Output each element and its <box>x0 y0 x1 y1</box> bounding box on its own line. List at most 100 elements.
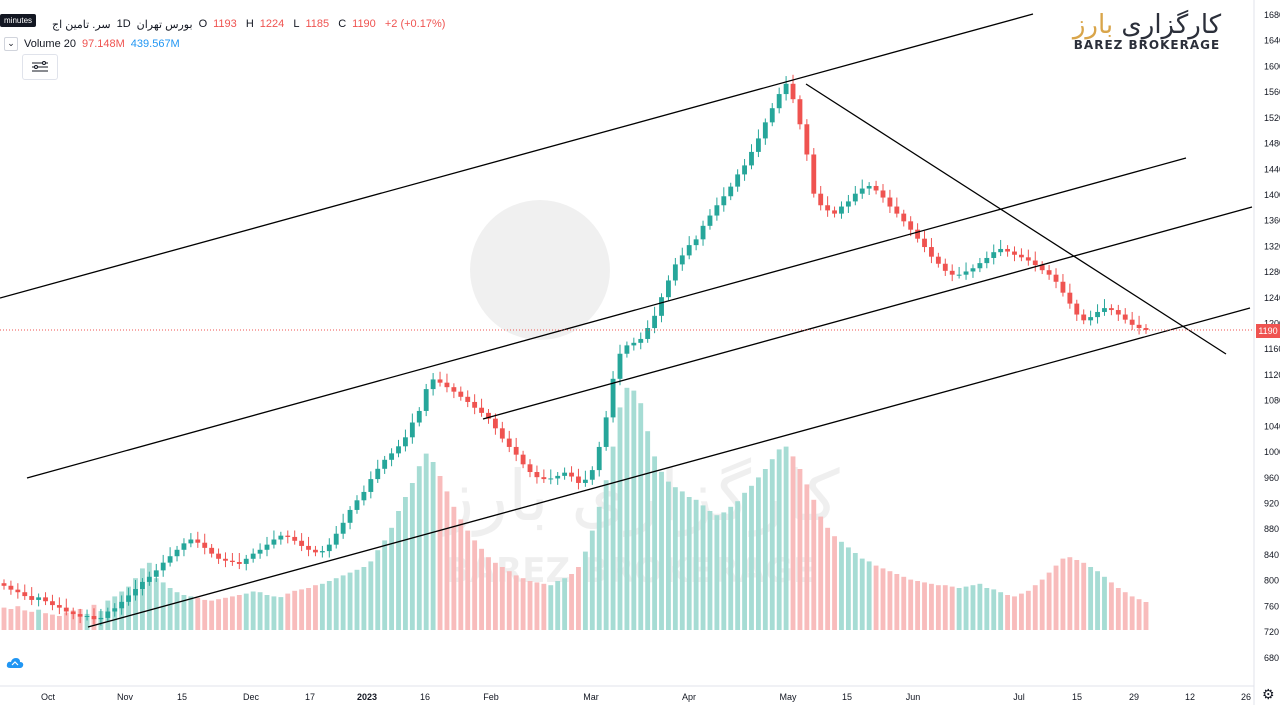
candle-body <box>340 522 346 534</box>
candle-body <box>956 274 962 276</box>
volume-bar <box>257 592 263 630</box>
candle-body <box>991 252 997 258</box>
volume-bar <box>963 586 969 630</box>
volume-bar <box>672 487 678 630</box>
high-value: 1224 <box>259 18 285 30</box>
volume-bar <box>451 506 457 630</box>
candle-body <box>548 478 554 480</box>
timeframe-badge[interactable]: minutes <box>0 14 37 27</box>
symbol-row[interactable]: سر. تامین اج 1D بورس تهران O 1193 H 1224 L… <box>0 14 451 34</box>
volume-bar <box>153 578 159 630</box>
y-tick-label: 1480 <box>1264 139 1280 149</box>
volume-bar <box>555 581 561 630</box>
y-tick-label: 1520 <box>1264 113 1280 123</box>
volume-bar <box>935 585 941 630</box>
candle-body <box>43 597 48 602</box>
x-tick-label: Mar <box>583 692 599 702</box>
volume-bar <box>250 591 256 630</box>
candle-body <box>762 122 768 139</box>
candle-body <box>22 592 28 597</box>
volume-bar <box>63 612 69 630</box>
volume-bar <box>326 581 332 630</box>
candle-body <box>361 491 367 501</box>
volume-bar <box>278 597 284 630</box>
last-price-badge: 1190 <box>1256 324 1280 338</box>
logo-persian-accent: بارز <box>1072 10 1114 40</box>
candle-body <box>721 196 727 206</box>
candle-body <box>70 611 76 615</box>
volume-bar <box>797 469 803 630</box>
trendline <box>805 83 1227 355</box>
candle-body <box>354 500 360 510</box>
candle-body <box>873 185 879 191</box>
volume-bar <box>444 491 450 630</box>
candle-body <box>396 446 401 454</box>
candle-body <box>451 387 457 392</box>
volume-bar <box>679 491 685 630</box>
candle-body <box>1115 310 1121 315</box>
volume-bar <box>306 588 311 630</box>
collapse-caret-icon[interactable]: ⌄ <box>4 37 18 51</box>
volume-bar <box>56 616 62 630</box>
y-tick-label: 1400 <box>1264 190 1280 200</box>
candle-body <box>998 248 1004 253</box>
y-tick-label: 1320 <box>1264 241 1280 251</box>
candle-body <box>126 595 132 602</box>
y-tick-label: 920 <box>1264 499 1279 509</box>
y-tick-label: 720 <box>1264 627 1279 637</box>
candle-body <box>458 391 464 397</box>
candle-body <box>1012 251 1017 255</box>
volume-bar <box>887 571 893 630</box>
volume-bar <box>271 596 277 630</box>
candle-body <box>1095 311 1100 318</box>
y-tick-label: 1680 <box>1264 10 1280 20</box>
volume-bar <box>700 505 706 630</box>
candle-body <box>195 539 201 543</box>
y-tick-label: 1200 <box>1264 319 1280 329</box>
volume-bar <box>409 483 415 630</box>
x-tick-label: Oct <box>41 692 56 702</box>
volume-bar <box>908 579 914 630</box>
candle-body <box>1102 308 1107 312</box>
candle-body <box>243 558 249 564</box>
volume-bar <box>223 597 228 630</box>
volume-bar <box>569 574 574 630</box>
candle-body <box>1129 319 1135 325</box>
volume-bar <box>769 459 775 630</box>
interval[interactable]: 1D <box>116 18 131 30</box>
volume-bar <box>299 589 305 630</box>
volume-bars <box>1 387 1149 630</box>
volume-bar <box>382 540 388 630</box>
candle-body <box>984 257 990 264</box>
volume-bar <box>762 469 768 630</box>
volume-bar <box>84 613 90 630</box>
y-tick-label: 680 <box>1264 653 1279 663</box>
trendline <box>26 157 1187 479</box>
volume-row[interactable]: ⌄ Volume 20 97.148M 439.567M <box>0 34 451 54</box>
y-tick-label: 1600 <box>1264 61 1280 71</box>
candle-body <box>77 614 83 617</box>
candle-body <box>306 545 311 550</box>
settings-sliders-icon <box>32 61 48 72</box>
cloud-icon[interactable] <box>6 656 24 670</box>
candle-body <box>672 264 678 281</box>
candle-body <box>472 401 478 408</box>
candle-body <box>209 547 215 554</box>
indicator-settings-button[interactable] <box>22 54 58 80</box>
candle-body <box>679 255 685 265</box>
candle-body <box>1060 281 1066 293</box>
candle-body <box>389 453 395 460</box>
volume-bar <box>506 571 512 630</box>
volume-bar <box>499 567 505 630</box>
volume-bar <box>486 557 491 630</box>
candle-body <box>250 553 256 559</box>
volume-bar <box>686 497 692 630</box>
candle-body <box>880 190 886 198</box>
x-tick-label: Feb <box>483 692 499 702</box>
y-tick-label: 1560 <box>1264 87 1280 97</box>
volume-bar <box>929 583 934 630</box>
candle-body <box>596 446 602 471</box>
gear-icon[interactable]: ⚙ <box>1262 686 1275 702</box>
volume-bar <box>472 540 478 630</box>
